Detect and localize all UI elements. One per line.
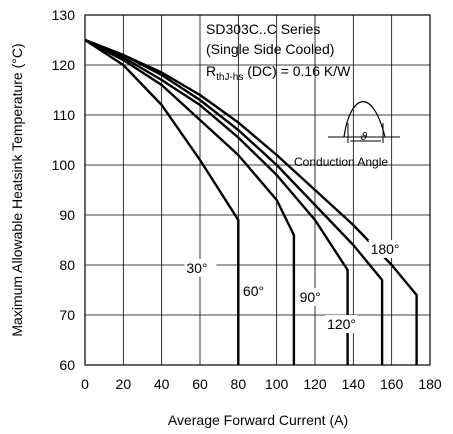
x-tick-label: 120 (303, 376, 327, 392)
svg-text:ϑ: ϑ (361, 130, 368, 143)
y-tick-labels: 60 70 80 90 100 110 120 130 (52, 7, 76, 373)
conduction-angle-label: Conduction Angle (294, 155, 388, 169)
rth-symbol: R (206, 63, 216, 79)
series-labels: 30° 60° 90° 120° 180° (184, 240, 401, 333)
x-tick-label: 160 (380, 376, 404, 392)
series-label: 90° (300, 289, 321, 305)
series-label: 60° (243, 283, 264, 299)
series-label-bg (368, 240, 401, 258)
cooling-note: (Single Side Cooled) (206, 41, 334, 57)
rth-value: (DC) = 0.16 K/W (243, 63, 351, 79)
thermal-resistance: RthJ-hs (DC) = 0.16 K/W (206, 63, 351, 83)
curves (84, 38, 418, 365)
y-tick-label: 80 (59, 257, 75, 273)
x-tick-label: 40 (154, 376, 170, 392)
series-title: SD303C..C Series (206, 21, 320, 37)
y-tick-label: 110 (53, 107, 76, 123)
x-tick-label: 180 (418, 376, 442, 392)
curve-60-deg (84, 38, 296, 365)
x-tick-label: 0 (81, 376, 89, 392)
series-label-bg (325, 315, 358, 333)
curve-30-deg (84, 38, 240, 365)
plot-frame (84, 14, 431, 366)
x-tick-label: 100 (265, 376, 289, 392)
y-tick-label: 60 (59, 357, 75, 373)
y-tick-label: 130 (52, 7, 76, 23)
rth-subscript: thJ-hs (216, 72, 243, 83)
curve-180-deg (84, 38, 418, 365)
x-tick-label: 60 (192, 376, 208, 392)
curve-90-deg (84, 38, 349, 365)
y-axis-title: Maximum Allowable Heatsink Temperature (… (9, 43, 25, 336)
series-label-bg (297, 288, 330, 306)
conduction-angle-icon: ϑ (328, 101, 400, 143)
x-tick-label: 20 (116, 376, 132, 392)
series-label: 180° (371, 241, 400, 257)
series-label: 30° (186, 260, 207, 276)
y-tick-label: 90 (59, 207, 75, 223)
y-tick-label: 120 (52, 57, 76, 73)
y-tick-label: 100 (52, 157, 76, 173)
x-axis-title: Average Forward Current (A) (168, 412, 348, 428)
x-tick-labels: 0 20 40 60 80 100 120 140 160 180 (81, 376, 442, 392)
series-label-bg (184, 259, 217, 277)
x-tick-label: 140 (342, 376, 366, 392)
series-label-bg (240, 282, 273, 300)
series-label: 120° (327, 316, 356, 332)
x-tick-label: 80 (231, 376, 247, 392)
y-tick-label: 70 (59, 307, 75, 323)
